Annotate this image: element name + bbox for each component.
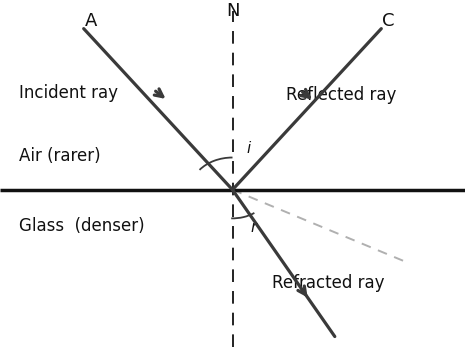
Text: Refracted ray: Refracted ray — [272, 274, 385, 292]
Text: A: A — [85, 13, 97, 30]
Text: i: i — [246, 141, 251, 156]
Text: Glass  (denser): Glass (denser) — [19, 217, 144, 234]
Text: C: C — [382, 13, 394, 30]
Text: Air (rarer): Air (rarer) — [19, 147, 100, 165]
Text: Reflected ray: Reflected ray — [286, 86, 396, 104]
Text: N: N — [226, 2, 239, 20]
Text: r: r — [250, 220, 257, 235]
Text: Incident ray: Incident ray — [19, 84, 118, 102]
